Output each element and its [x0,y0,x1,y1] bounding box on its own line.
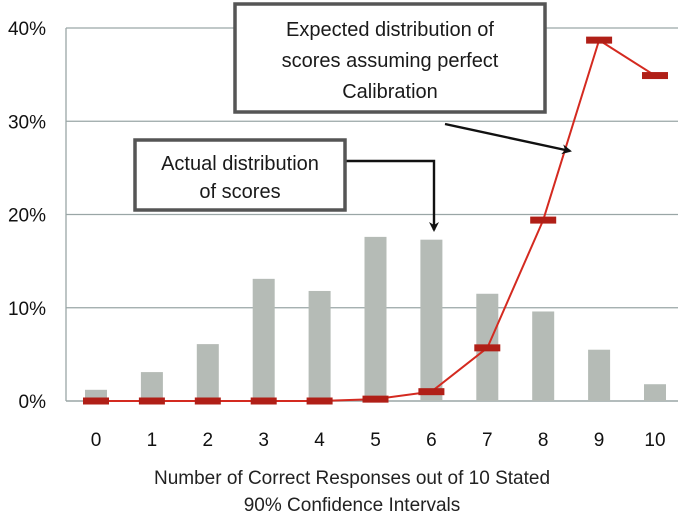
annotation-text: of scores [199,181,280,203]
y-tick-label: 10% [8,299,46,320]
line-marker [362,395,389,403]
annotations: Actual distribution of scores Expected dis… [133,2,572,232]
x-tick-label: 1 [147,430,158,451]
annotation-text: Expected distribution of [286,19,494,41]
x-tick-label: 4 [314,430,325,451]
bar [140,372,163,401]
bar-series [85,236,666,401]
x-tick-label: 2 [203,430,214,451]
y-tick-label: 40% [8,19,46,40]
line-marker [250,397,277,405]
bar [196,344,219,401]
x-tick-label: 3 [258,430,269,451]
x-tick-label: 9 [594,430,605,451]
x-tick-label: 8 [538,430,549,451]
x-tick-label: 10 [644,430,665,451]
y-axis-ticks: 0% 10% 20% 30% 40% [8,19,46,413]
annotation-text: scores assuming perfect [282,50,499,72]
annotation-box [133,138,347,212]
line-marker [83,397,109,405]
annotation: Actual distribution of scores [133,138,439,232]
annotation-text: Actual distribution [161,153,319,175]
y-tick-label: 30% [8,112,46,133]
bar [420,239,443,401]
line-marker [138,397,165,405]
bar [644,384,666,401]
bar [252,278,275,401]
line-marker [474,344,501,352]
bar [588,349,611,401]
x-tick-label: 6 [426,430,437,451]
annotation-text: Calibration [342,81,438,103]
line-marker [586,36,613,44]
y-tick-label: 20% [8,206,46,227]
line-marker [418,388,445,396]
y-tick-label: 0% [19,392,47,413]
x-tick-label: 0 [91,430,102,451]
annotation: Expected distribution of scores assuming … [233,2,572,155]
bar [364,236,387,401]
bar [532,311,555,401]
line-marker [306,397,333,405]
annotation-arrow [345,159,439,232]
x-axis-ticks: 0 1 2 3 4 5 6 7 8 9 10 [91,430,666,451]
bar [308,290,331,401]
line-marker [642,72,668,80]
x-tick-label: 7 [482,430,493,451]
line-marker [530,216,557,224]
line-series [83,36,668,405]
x-tick-label: 5 [370,430,381,451]
bar [85,389,107,401]
x-axis-label: Number of Correct Responses out of 10 St… [154,468,550,516]
x-axis-label-line: Number of Correct Responses out of 10 St… [154,468,550,489]
annotation-box [233,2,547,114]
x-axis-label-line: 90% Confidence Intervals [244,495,461,516]
line-marker [194,397,221,405]
annotation-arrow [444,122,572,155]
